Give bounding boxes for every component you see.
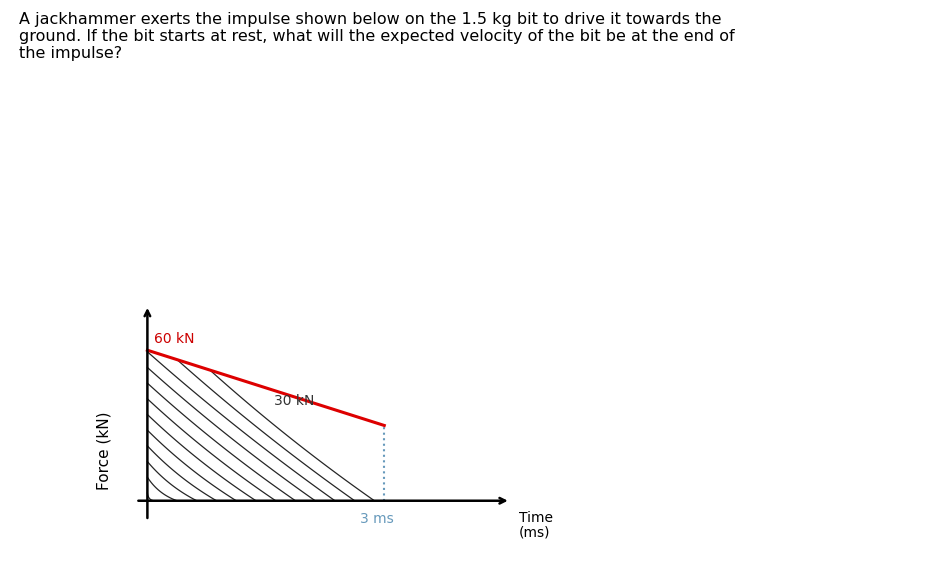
Text: Time: Time	[519, 511, 553, 524]
Text: 3 ms: 3 ms	[359, 512, 393, 526]
Text: A jackhammer exerts the impulse shown below on the 1.5 kg bit to drive it toward: A jackhammer exerts the impulse shown be…	[19, 12, 734, 61]
Text: Force (kN): Force (kN)	[97, 411, 112, 490]
Text: 60 kN: 60 kN	[154, 332, 195, 346]
Text: (ms): (ms)	[519, 526, 550, 540]
Text: 30 kN: 30 kN	[274, 395, 314, 409]
Polygon shape	[148, 350, 384, 501]
